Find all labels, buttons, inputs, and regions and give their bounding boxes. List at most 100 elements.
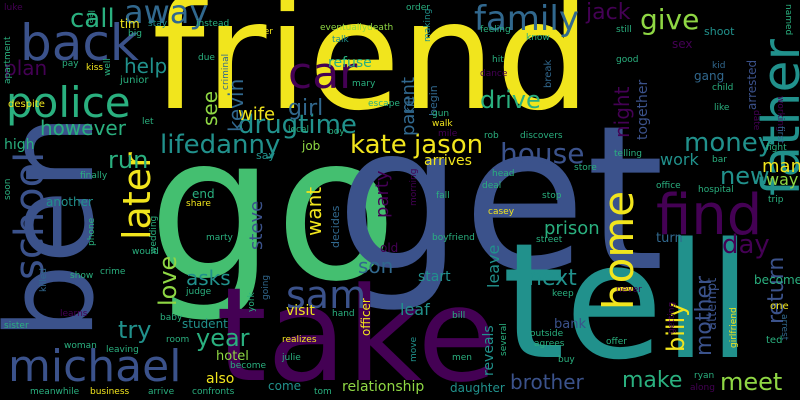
word-wife: wife xyxy=(238,104,276,125)
word-first: first xyxy=(775,126,785,144)
word-asks: asks xyxy=(186,266,231,290)
word-judge: judge xyxy=(186,287,212,297)
word-turn: turn xyxy=(656,231,683,246)
word-day: day xyxy=(722,230,770,260)
word-kid: kid xyxy=(712,61,726,71)
word-trip: trip xyxy=(768,195,784,205)
word-telling: telling xyxy=(614,149,642,159)
word-officer: officer xyxy=(359,298,373,336)
word-ryan: ryan xyxy=(694,371,715,381)
word-store: store xyxy=(574,163,597,173)
word-never: never xyxy=(616,285,642,295)
word-say: say xyxy=(256,149,275,162)
word-tim: tim xyxy=(120,17,140,31)
word-sam: sam xyxy=(286,273,367,317)
word-old: old xyxy=(380,241,399,255)
word-arrive: arrive xyxy=(148,387,175,397)
word-would: would xyxy=(132,247,159,257)
word-outside: outside xyxy=(530,329,564,339)
word-prison: prison xyxy=(544,218,600,239)
word-finally: finally xyxy=(80,171,108,181)
word-kate: kate xyxy=(350,130,407,160)
word-run: run xyxy=(108,146,149,174)
word-rob: rob xyxy=(484,131,499,141)
word-try: try xyxy=(118,316,152,344)
word-jack: jack xyxy=(586,0,631,25)
word-work: work xyxy=(660,150,699,169)
word-one: one xyxy=(770,301,789,312)
word-leave: leave xyxy=(484,244,503,288)
word-drugtime: drugtime xyxy=(238,110,357,140)
word-baby: baby xyxy=(160,313,183,323)
word-fall: fall xyxy=(436,191,450,201)
word-money: money xyxy=(684,128,774,158)
word-night: night xyxy=(610,86,634,138)
word-come: come xyxy=(268,379,302,393)
word-lifedanny: lifedanny xyxy=(160,130,281,160)
word-apartment: apartment xyxy=(3,36,13,84)
word-school: school xyxy=(7,151,53,280)
word-job: job xyxy=(302,139,321,153)
word-named: named xyxy=(783,4,793,36)
word-lee: lee xyxy=(85,10,95,24)
word-way: way xyxy=(766,170,799,189)
word-casey: casey xyxy=(488,207,515,217)
word-kill: kill xyxy=(403,97,417,114)
word-girl: girl xyxy=(288,96,324,121)
word-leaving: leaving xyxy=(106,345,139,355)
word-local: local xyxy=(288,125,309,135)
word-meet: meet xyxy=(720,368,783,396)
word-new: new xyxy=(720,162,770,190)
word-year: year xyxy=(196,324,250,352)
word-family: family xyxy=(474,0,579,39)
word-wedding: wedding xyxy=(149,215,159,254)
word-several: several xyxy=(499,323,509,356)
word-order: order xyxy=(406,3,430,13)
word-girlfriend: girlfriend xyxy=(729,307,739,348)
word-make: make xyxy=(622,368,683,393)
word-good: good xyxy=(616,55,639,65)
word-friend: friend xyxy=(152,0,591,144)
word-see: see xyxy=(198,90,222,126)
word-back: back xyxy=(20,14,139,72)
word-along: along xyxy=(690,383,715,393)
word-tell: tell xyxy=(502,208,753,395)
word-also: also xyxy=(206,371,235,387)
word-talk: talk xyxy=(332,35,349,45)
word-luke: luke xyxy=(4,3,23,13)
word-steve: steve xyxy=(246,200,267,250)
word-sex: sex xyxy=(672,37,693,51)
word-bank: bank xyxy=(554,317,586,332)
word-business: business xyxy=(90,387,130,397)
word-due: due xyxy=(198,53,215,63)
word-get: get xyxy=(336,83,665,316)
word-reveals: reveals xyxy=(481,325,497,376)
word-deal: deal xyxy=(482,181,502,191)
word-becomes: becomes xyxy=(754,273,800,287)
word-police: police xyxy=(6,78,131,127)
word-junior: junior xyxy=(120,75,149,86)
word-bar: bar xyxy=(712,155,727,165)
word-men: men xyxy=(452,353,473,363)
word-office: office xyxy=(656,181,681,191)
word-arrives: arrives xyxy=(424,153,472,169)
word-eventuallydeath: eventuallydeath xyxy=(320,23,394,33)
word-another: another xyxy=(46,195,93,209)
word-date: date xyxy=(751,110,761,131)
word-break: break xyxy=(543,59,554,88)
word-room: room xyxy=(166,335,190,345)
word-meanwhile: meanwhile xyxy=(30,387,80,397)
word-decides: decides xyxy=(329,205,342,248)
word-car: car xyxy=(288,48,358,99)
word-making: making xyxy=(423,8,433,42)
word-confronts: confronts xyxy=(192,387,235,397)
word-soon: soon xyxy=(3,178,13,200)
word-still: still xyxy=(616,25,632,35)
word-away: away xyxy=(124,0,209,31)
word-pay: pay xyxy=(62,59,79,69)
word-man: man xyxy=(762,156,800,177)
word-well: well xyxy=(103,58,113,76)
word-relationship: relationship xyxy=(342,379,425,395)
word-start: start xyxy=(418,269,451,285)
